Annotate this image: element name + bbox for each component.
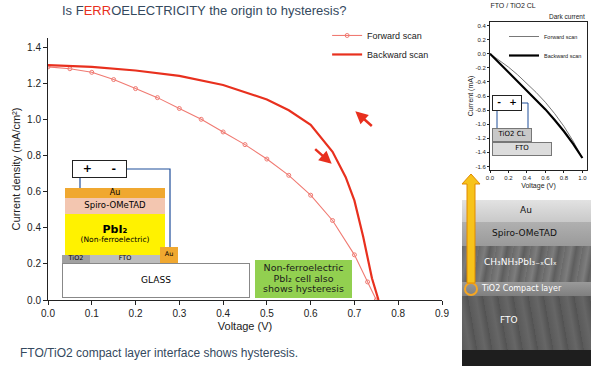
html-text:Au: Au bbox=[164, 250, 174, 259]
html-text:PbI₂: PbI₂ bbox=[102, 223, 128, 237]
svg-text:0.5: 0.5 bbox=[260, 308, 274, 319]
svg-text:0.4: 0.4 bbox=[216, 308, 230, 319]
html-text:(Non-ferroelectric): (Non-ferroelectric) bbox=[80, 235, 150, 245]
html-text:Au: Au bbox=[109, 187, 121, 197]
svg-text:1.0: 1.0 bbox=[27, 114, 41, 125]
svg-text:1.4: 1.4 bbox=[27, 42, 41, 53]
svg-text:0.6: 0.6 bbox=[304, 308, 318, 319]
svg-text:-0.2: -0.2 bbox=[475, 65, 486, 71]
html-text:Spiro-OMeTAD: Spiro-OMeTAD bbox=[492, 228, 557, 238]
svg-text:-1.0: -1.0 bbox=[475, 121, 486, 127]
html-text:GLASS: GLASS bbox=[141, 274, 171, 285]
html-text:TiO2 Compact layer: TiO2 Compact layer bbox=[482, 284, 562, 293]
svg-text:0.3: 0.3 bbox=[172, 308, 186, 319]
svg-text:0.2: 0.2 bbox=[27, 258, 41, 269]
svg-text:0.0: 0.0 bbox=[486, 175, 495, 181]
html-text:Spiro-OMeTAD: Spiro-OMeTAD bbox=[84, 200, 146, 211]
html-text:TiO2 CL: TiO2 CL bbox=[498, 130, 526, 139]
html-text:FTO: FTO bbox=[118, 254, 132, 263]
svg-text:0.4: 0.4 bbox=[523, 175, 532, 181]
svg-text:Current (mA): Current (mA) bbox=[467, 76, 475, 116]
svg-text:Forward scan: Forward scan bbox=[367, 31, 422, 41]
svg-text:0.6: 0.6 bbox=[541, 175, 550, 181]
html-text:FTO/TiO2 compact layer interfa: FTO/TiO2 compact layer interface shows h… bbox=[20, 346, 299, 360]
svg-text:0.4: 0.4 bbox=[477, 23, 486, 29]
svg-text:1.0: 1.0 bbox=[578, 175, 587, 181]
svg-text:0.2: 0.2 bbox=[129, 308, 143, 319]
svg-text:Current density (mA/cm²): Current density (mA/cm²) bbox=[10, 108, 22, 231]
svg-text:1.2: 1.2 bbox=[27, 78, 41, 89]
svg-text:Voltage (V): Voltage (V) bbox=[521, 182, 556, 190]
svg-text:0.9: 0.9 bbox=[435, 308, 449, 319]
html-text:Is F ERR OELECTRICITY the orig: Is F ERR OELECTRICITY the origin to hyst… bbox=[62, 3, 347, 18]
svg-text:0.8: 0.8 bbox=[27, 150, 41, 161]
svg-text:Backward scan: Backward scan bbox=[367, 50, 428, 60]
svg-text:0.6: 0.6 bbox=[27, 186, 41, 197]
svg-text:-0.4: -0.4 bbox=[475, 79, 486, 85]
svg-text:-1.4: -1.4 bbox=[475, 149, 486, 155]
html-text:TiO2: TiO2 bbox=[68, 254, 84, 263]
svg-text:Forward scan: Forward scan bbox=[544, 34, 577, 40]
svg-text:0.4: 0.4 bbox=[27, 222, 41, 233]
svg-text:-1.6: -1.6 bbox=[475, 164, 486, 170]
svg-text:0.8: 0.8 bbox=[560, 175, 569, 181]
svg-text:-0.6: -0.6 bbox=[475, 93, 486, 99]
html-text:Au: Au bbox=[520, 205, 532, 215]
html-text:FTO: FTO bbox=[500, 315, 518, 325]
svg-text:Dark current: Dark current bbox=[549, 13, 585, 20]
svg-text:0.0: 0.0 bbox=[477, 51, 486, 57]
svg-text:Backward scan: Backward scan bbox=[544, 53, 581, 59]
svg-text:0.0: 0.0 bbox=[27, 295, 41, 306]
svg-text:0.1: 0.1 bbox=[85, 308, 99, 319]
html-text:Non-ferroelectric PbI₂ cell al: Non-ferroelectric PbI₂ cell also shows h… bbox=[263, 262, 344, 295]
html-text:CH₃NH₃PbI₃₋ₓClₓ: CH₃NH₃PbI₃₋ₓClₓ bbox=[484, 257, 557, 267]
svg-text:-1.2: -1.2 bbox=[475, 135, 486, 141]
svg-text:0.2: 0.2 bbox=[504, 175, 513, 181]
svg-text:0.8: 0.8 bbox=[391, 308, 405, 319]
svg-text:-0.8: -0.8 bbox=[475, 107, 486, 113]
svg-text:0.7: 0.7 bbox=[347, 308, 361, 319]
svg-text:Voltage (V): Voltage (V) bbox=[218, 320, 272, 332]
svg-text:FTO / TiO2 CL: FTO / TiO2 CL bbox=[490, 2, 535, 9]
html-text:FTO: FTO bbox=[515, 144, 529, 153]
svg-text:0.0: 0.0 bbox=[41, 308, 55, 319]
svg-text:0.2: 0.2 bbox=[477, 37, 486, 43]
